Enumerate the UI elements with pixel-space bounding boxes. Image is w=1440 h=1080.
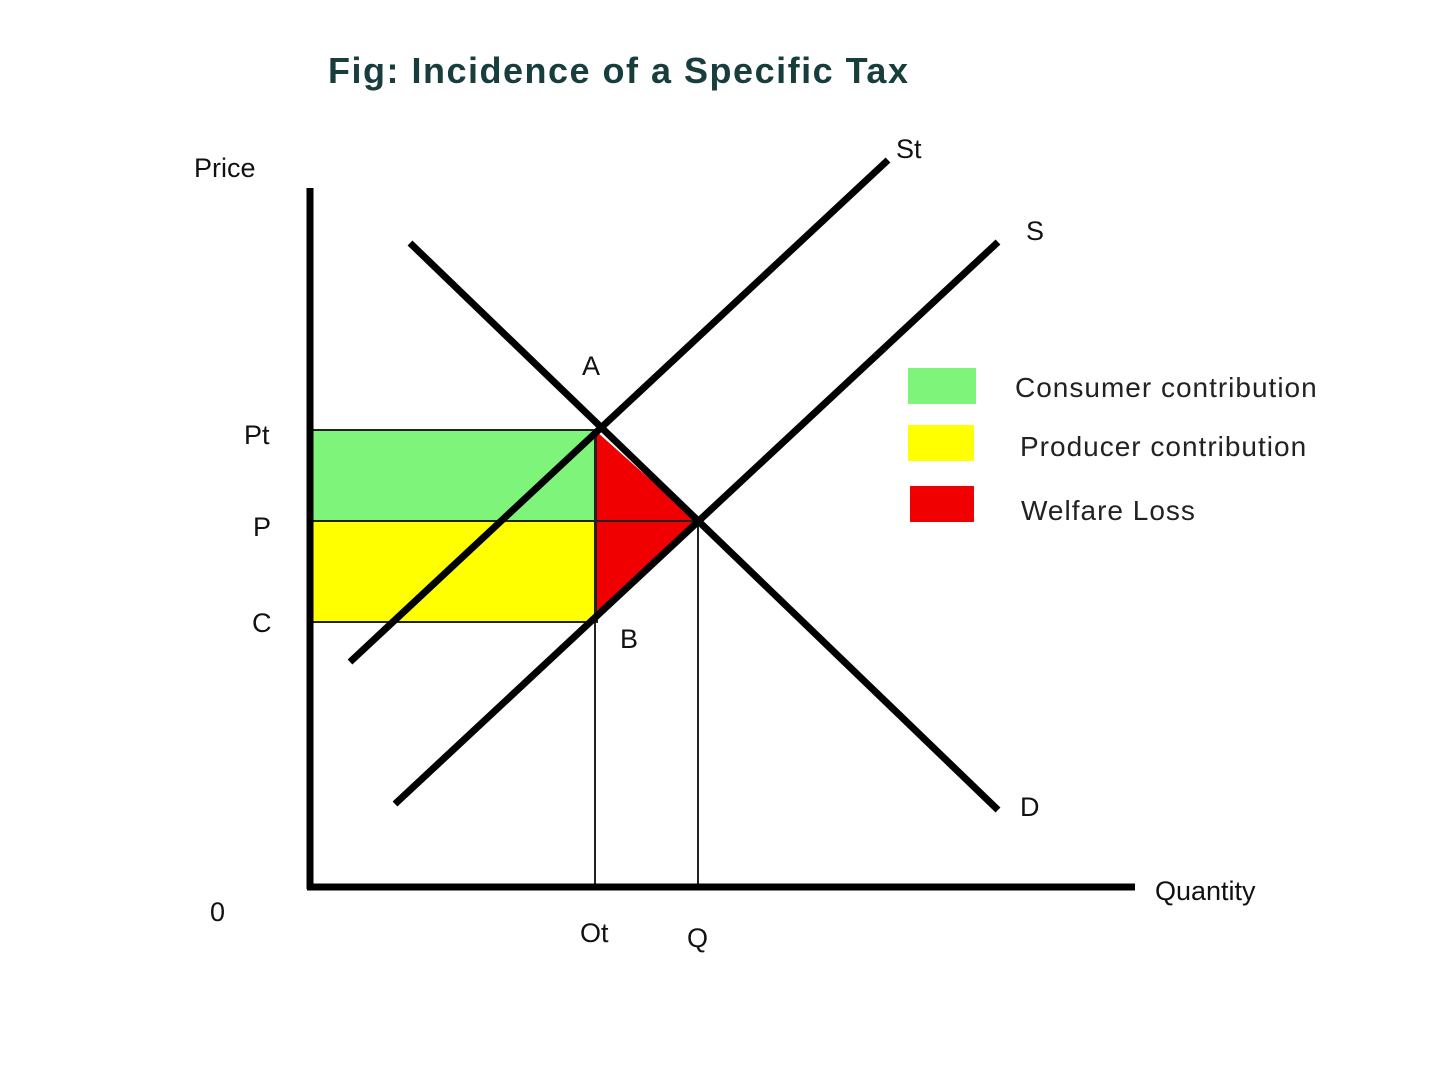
point-a-label: A	[582, 351, 600, 381]
producer-contribution-area	[311, 520, 598, 623]
legend-label-consumer: Consumer contribution	[1015, 372, 1318, 403]
y-axis-label: Price	[194, 153, 256, 183]
legend-swatch-consumer	[908, 368, 976, 404]
legend-swatch-producer	[908, 425, 974, 461]
st-label: St	[896, 134, 922, 164]
s-label: S	[1026, 216, 1044, 246]
origin-label: 0	[210, 897, 225, 927]
supply-curve	[392, 239, 1001, 807]
legend-swatch-welfare-loss	[910, 486, 974, 522]
legend-label-producer: Producer contribution	[1020, 431, 1307, 462]
supply-tax-curve	[347, 157, 891, 665]
diagram-title: Fig: Incidence of a Specific Tax	[328, 50, 909, 91]
pt-label: Pt	[244, 420, 270, 450]
legend-label-welfare-loss: Welfare Loss	[1021, 495, 1196, 526]
d-label: D	[1020, 792, 1040, 822]
point-b-label: B	[620, 624, 638, 654]
c-label: C	[252, 608, 272, 638]
welfare-loss-area	[597, 432, 697, 616]
demand-curve	[407, 240, 1001, 813]
x-axis-label: Quantity	[1155, 876, 1256, 906]
legend: Consumer contribution Producer contribut…	[908, 368, 1318, 526]
q-label: Q	[687, 923, 708, 953]
p-label: P	[253, 512, 271, 542]
ot-label: Ot	[580, 918, 609, 948]
